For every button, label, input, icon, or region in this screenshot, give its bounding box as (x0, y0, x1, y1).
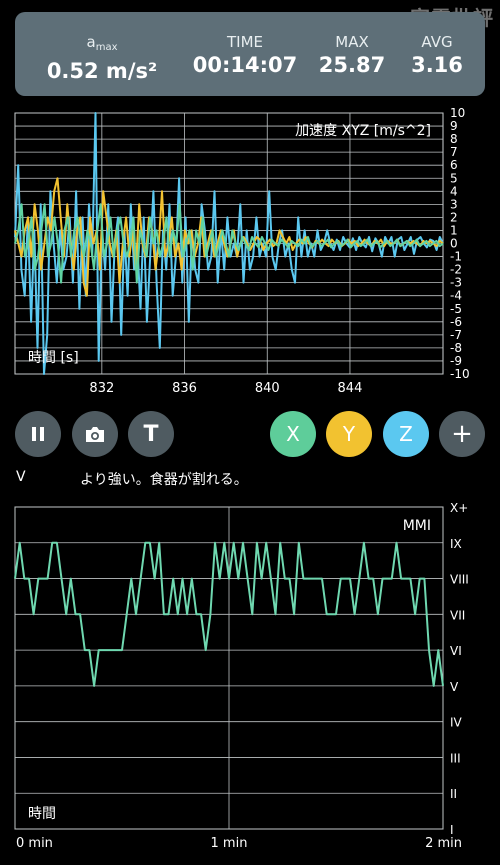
stats-panel: amax 0.52 m/s² TIME 00:14:07 MAX 25.87 A… (15, 12, 485, 96)
y-tick-label: IV (450, 716, 463, 730)
y-tick-label: X+ (450, 501, 468, 515)
y-tick-label: -3 (450, 276, 462, 290)
y-tick-label: -4 (450, 289, 462, 303)
camera-icon (86, 427, 104, 442)
pause-icon (32, 427, 44, 441)
stat-amax: amax 0.52 m/s² (37, 34, 167, 83)
stat-value: 0.52 m/s² (46, 59, 158, 83)
y-axis-toggle[interactable]: Y (326, 411, 372, 457)
y-tick-label: V (450, 680, 459, 694)
y-tick-label: 10 (450, 106, 465, 120)
chart-title: MMI (403, 518, 431, 534)
y-tick-label: 0 (450, 237, 458, 251)
stat-time: TIME 00:14:07 (175, 34, 315, 77)
add-button[interactable]: + (439, 411, 485, 457)
x-axis-toggle[interactable]: X (270, 411, 316, 457)
stat-label: AVG (421, 33, 453, 51)
chart-xlabel: 時間 (28, 806, 56, 822)
chart-xlabel: 時間 [s] (28, 350, 79, 366)
stat-label: TIME (226, 33, 263, 51)
y-tick-label: -5 (450, 302, 462, 316)
x-tick-label: 1 min (211, 836, 248, 851)
y-tick-label: 1 (450, 223, 458, 237)
chart-frame (14, 506, 444, 830)
acceleration-chart[interactable]: 加速度 XYZ [m/s^2] 時間 [s] 109876543210-1-2-… (0, 0, 500, 400)
stat-label: MAX (335, 33, 369, 51)
x-tick-label: 840 (255, 381, 280, 396)
z-axis-toggle[interactable]: Z (383, 411, 429, 457)
y-tick-label: -10 (450, 367, 470, 381)
intensity-description: より強い。食器が割れる。 (80, 472, 248, 488)
camera-button[interactable] (72, 411, 118, 457)
text-button[interactable]: T (128, 411, 174, 457)
y-tick-label: 7 (450, 145, 458, 159)
y-tick-label: 2 (450, 210, 458, 224)
y-tick-label: VIII (450, 573, 469, 587)
stat-value: 3.16 (411, 53, 463, 77)
series-line (14, 541, 444, 687)
stat-label-sub: max (95, 42, 118, 53)
y-tick-label: -2 (450, 263, 462, 277)
y-tick-label: VII (450, 608, 465, 622)
y-tick-label: III (450, 751, 461, 765)
series-line (14, 112, 444, 375)
y-tick-label: I (450, 823, 454, 837)
y-tick-label: II (450, 787, 457, 801)
y-tick-label: 6 (450, 158, 458, 172)
stat-max: MAX 25.87 (315, 34, 389, 77)
y-tick-label: -8 (450, 341, 462, 355)
intensity-level: V (16, 469, 26, 485)
series-line (14, 203, 444, 284)
y-tick-label: VI (450, 644, 462, 658)
y-tick-label: 9 (450, 119, 458, 133)
stat-label-main: a (86, 33, 96, 51)
y-tick-label: 8 (450, 132, 458, 146)
stat-avg: AVG 3.16 (395, 34, 479, 77)
y-tick-label: -6 (450, 315, 462, 329)
chart-title: 加速度 XYZ [m/s^2] (295, 123, 431, 139)
x-tick-label: 0 min (16, 836, 53, 851)
y-tick-label: 3 (450, 197, 458, 211)
y-tick-label: -7 (450, 328, 462, 342)
x-tick-label: 2 min (425, 836, 462, 851)
y-tick-label: 4 (450, 184, 458, 198)
stat-label: amax (37, 34, 167, 56)
y-tick-label: IX (450, 537, 462, 551)
x-tick-label: 844 (338, 381, 363, 396)
y-tick-label: -9 (450, 354, 462, 368)
stat-value: 00:14:07 (192, 53, 298, 77)
pause-button[interactable] (15, 411, 61, 457)
x-tick-label: 836 (172, 381, 197, 396)
y-tick-label: -1 (450, 250, 462, 264)
x-tick-label: 832 (89, 381, 114, 396)
y-tick-label: 5 (450, 171, 458, 185)
stat-value: 25.87 (318, 53, 386, 77)
